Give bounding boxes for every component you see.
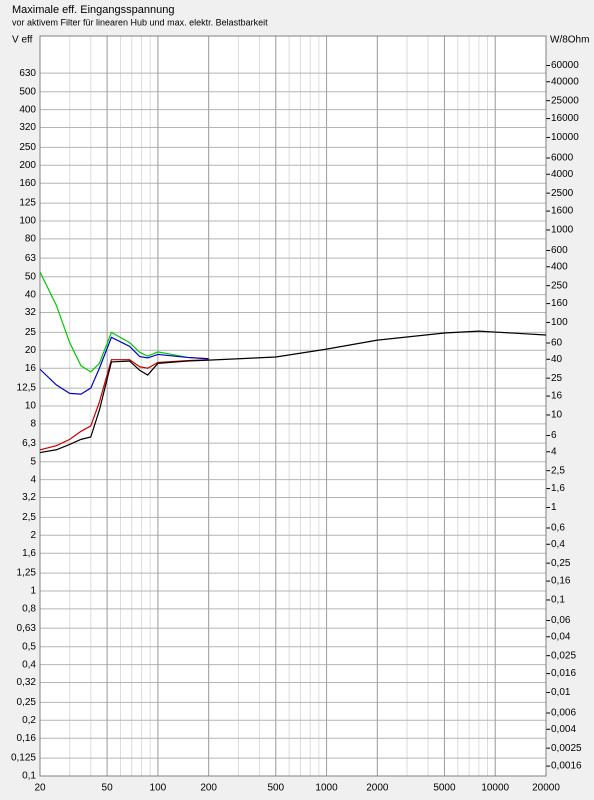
y2-tick-label: 0,06 <box>551 615 571 626</box>
y2-tick-label: 250 <box>551 280 568 291</box>
y2-tick-label: 40000 <box>551 76 579 87</box>
y2-tick-label: 1,6 <box>551 483 565 494</box>
chart-subtitle: vor aktivem Filter für linearen Hub und … <box>12 17 268 27</box>
y2-tick-label: 10000 <box>551 132 579 143</box>
x-tick-label: 2000 <box>366 783 389 794</box>
y2-tick-label: 0,004 <box>551 724 576 735</box>
y2-tick-label: 100 <box>551 317 568 328</box>
y-tick-label: 2,5 <box>22 512 36 523</box>
x-tick-label: 20 <box>34 783 46 794</box>
y2-tick-label: 160 <box>551 298 568 309</box>
y-tick-label: 320 <box>19 122 36 133</box>
y-tick-label: 6,3 <box>22 438 36 449</box>
y-tick-label: 2 <box>30 530 36 541</box>
y2-tick-label: 0,4 <box>551 539 565 550</box>
y2-tick-label: 4000 <box>551 169 574 180</box>
y-tick-label: 50 <box>25 271 37 282</box>
y2-tick-label: 600 <box>551 245 568 256</box>
y-tick-label: 63 <box>25 253 37 264</box>
y2-tick-label: 0,0025 <box>551 743 582 754</box>
y2-tick-label: 6 <box>551 430 557 441</box>
y-tick-label: 0,1 <box>22 771 36 782</box>
y-tick-label: 0,5 <box>22 641 36 652</box>
y-tick-label: 40 <box>25 289 37 300</box>
y2-tick-label: 25000 <box>551 95 579 106</box>
y2-tick-label: 0,1 <box>551 595 565 606</box>
y2-tick-label: 0,04 <box>551 631 571 642</box>
y-tick-label: 100 <box>19 216 36 227</box>
x-tick-label: 50 <box>102 783 114 794</box>
y2-tick-label: 16000 <box>551 113 579 124</box>
x-tick-label: 100 <box>150 783 167 794</box>
series-line <box>39 359 209 451</box>
y-tick-label: 8 <box>30 419 36 430</box>
y2-tick-label: 40 <box>551 354 563 365</box>
x-tick-label: 200 <box>200 783 217 794</box>
y-tick-label: 0,32 <box>17 677 37 688</box>
y2-tick-label: 4 <box>551 446 557 457</box>
y-tick-label: 32 <box>25 307 37 318</box>
y-tick-label: 250 <box>19 142 36 153</box>
y-tick-label: 4 <box>30 474 36 485</box>
y-tick-label: 0,8 <box>22 604 36 615</box>
y-tick-label: 0,4 <box>22 659 36 670</box>
y2-tick-label: 6000 <box>551 153 574 164</box>
y-tick-label: 160 <box>19 178 36 189</box>
y-tick-label: 0,2 <box>22 715 36 726</box>
y-tick-label: 80 <box>25 234 37 245</box>
y-tick-label: 0,16 <box>17 733 37 744</box>
y-tick-label: 25 <box>25 327 37 338</box>
y2-tick-label: 60000 <box>551 60 579 71</box>
chart-title: Maximale eff. Eingangsspannung <box>12 4 174 16</box>
y-tick-label: 10 <box>25 401 37 412</box>
y-axis-label: V eff <box>12 35 33 46</box>
plot-frame <box>39 35 547 777</box>
y2-tick-label: 1600 <box>551 206 574 217</box>
y2-tick-label: 0,0016 <box>551 761 582 772</box>
x-tick-label: 20000 <box>532 783 560 794</box>
series-line <box>39 330 547 454</box>
x-tick-label: 10000 <box>481 783 509 794</box>
y2-tick-label: 2,5 <box>551 465 565 476</box>
y2-tick-label: 0,16 <box>551 576 571 587</box>
y-tick-label: 0,125 <box>11 753 36 764</box>
y-tick-label: 16 <box>25 363 37 374</box>
y-tick-label: 20 <box>25 345 37 356</box>
y-tick-label: 630 <box>19 68 36 79</box>
y2-axis-label: W/8Ohm <box>550 35 589 46</box>
y-tick-label: 1 <box>30 586 36 597</box>
y2-tick-label: 2500 <box>551 188 574 199</box>
y-tick-label: 0,63 <box>17 623 37 634</box>
y2-tick-label: 0,25 <box>551 558 571 569</box>
y-tick-label: 3,2 <box>22 492 36 503</box>
y2-tick-label: 0,016 <box>551 668 576 679</box>
y2-tick-label: 25 <box>551 373 563 384</box>
y-tick-label: 125 <box>19 198 36 209</box>
y2-tick-label: 0,006 <box>551 708 576 719</box>
y-tick-label: 1,6 <box>22 548 36 559</box>
y-tick-label: 400 <box>19 104 36 115</box>
x-tick-label: 1000 <box>315 783 338 794</box>
y2-tick-label: 10 <box>551 410 563 421</box>
x-tick-label: 5000 <box>433 783 456 794</box>
y-tick-label: 0,25 <box>17 697 37 708</box>
y2-tick-label: 400 <box>551 261 568 272</box>
y-tick-label: 500 <box>19 86 36 97</box>
series-line <box>39 336 209 395</box>
y2-tick-label: 0,01 <box>551 687 571 698</box>
y-tick-label: 5 <box>30 456 36 467</box>
y2-tick-label: 0,6 <box>551 523 565 534</box>
y-tick-label: 12,5 <box>17 383 37 394</box>
y2-tick-label: 0,025 <box>551 650 576 661</box>
y-tick-label: 200 <box>19 160 36 171</box>
y2-tick-label: 60 <box>551 338 563 349</box>
y2-tick-label: 16 <box>551 391 563 402</box>
y-tick-label: 1,25 <box>17 568 37 579</box>
y2-tick-label: 1000 <box>551 225 574 236</box>
x-tick-label: 500 <box>267 783 284 794</box>
y2-tick-label: 1 <box>551 502 557 513</box>
series-line <box>39 271 209 373</box>
